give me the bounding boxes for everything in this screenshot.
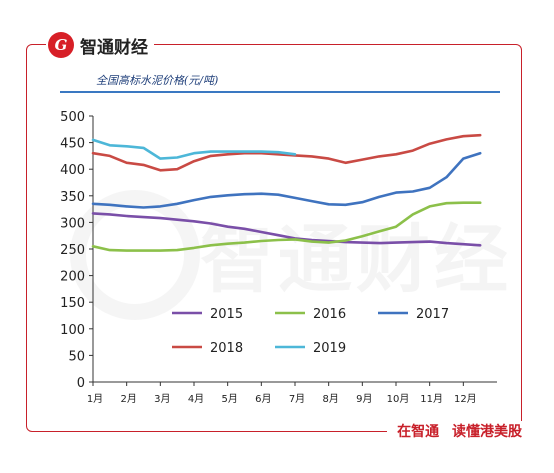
title-rule [60, 91, 500, 93]
footer-slogan-part2: 读懂港美股 [452, 424, 522, 440]
y-tick-label: 150 [60, 296, 85, 311]
x-tick-label: 7月 [289, 393, 305, 405]
y-tick-label: 300 [60, 216, 85, 231]
footer-slogan: 在智通 读懂港美股 [387, 421, 532, 441]
chart-title: 全国高标水泥价格(元/吨) [96, 74, 219, 87]
y-tick-label: 100 [60, 323, 85, 338]
legend-label-2015: 2015 [210, 307, 243, 322]
x-tick-label: 11月 [420, 393, 443, 405]
x-tick-label: 4月 [188, 393, 204, 405]
series-line-2019 [91, 138, 297, 160]
series-line-2016 [91, 201, 482, 252]
chart-frame [26, 44, 522, 432]
footer-slogan-part1: 在智通 [397, 424, 440, 440]
brand-logo-icon: G [48, 32, 74, 58]
brand-header: G 智通财经 [46, 30, 154, 60]
y-tick-label: 0 [77, 376, 85, 391]
y-tick-label: 400 [60, 163, 85, 178]
x-tick-label: 1月 [87, 393, 103, 405]
y-tick-label: 500 [60, 110, 85, 125]
series-line-2015 [91, 212, 482, 247]
x-tick-label: 5月 [221, 393, 237, 405]
x-tick-label: 12月 [454, 393, 477, 405]
x-tick-label: 3月 [154, 393, 170, 405]
series-line-2017 [91, 151, 482, 209]
legend-label-2019: 2019 [313, 341, 346, 356]
y-tick-label: 250 [60, 243, 85, 258]
y-tick-label: 200 [60, 270, 85, 285]
legend-label-2016: 2016 [313, 307, 346, 322]
x-tick-label: 6月 [255, 393, 271, 405]
x-tick-label: 10月 [387, 393, 410, 405]
legend-label-2017: 2017 [416, 307, 449, 322]
x-tick-label: 9月 [356, 393, 372, 405]
x-tick-label: 2月 [120, 393, 136, 405]
series-line-2018 [91, 133, 482, 172]
x-tick-label: 8月 [322, 393, 338, 405]
y-tick-label: 450 [60, 137, 85, 152]
brand-name: 智通财经 [80, 37, 148, 58]
y-tick-label: 350 [60, 190, 85, 205]
y-tick-label: 50 [68, 349, 85, 364]
legend-label-2018: 2018 [210, 341, 243, 356]
